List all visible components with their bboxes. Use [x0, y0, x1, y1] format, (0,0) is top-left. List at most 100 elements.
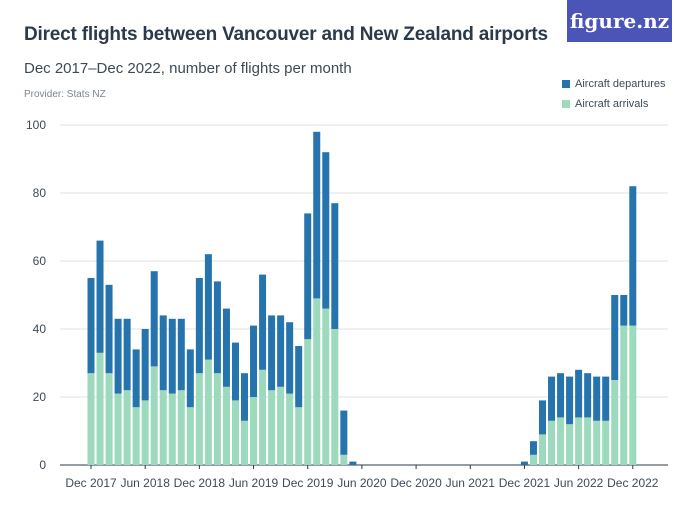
bar-departures	[331, 203, 339, 329]
bar-departures	[222, 308, 230, 387]
bar-arrivals	[231, 400, 239, 465]
x-tick-label: Dec 2019	[282, 476, 334, 490]
bar-arrivals	[213, 373, 221, 465]
bar-departures	[548, 376, 556, 421]
bar-departures	[520, 461, 528, 465]
bar-arrivals	[313, 298, 321, 465]
x-tick-label: Dec 2018	[174, 476, 226, 490]
bar-arrivals	[177, 390, 185, 465]
x-tick-label: Jun 2018	[120, 476, 170, 490]
bar-arrivals	[268, 390, 276, 465]
x-tick-label: Dec 2017	[65, 476, 117, 490]
bar-arrivals	[602, 420, 610, 465]
bar-departures	[340, 410, 348, 455]
bar-arrivals	[123, 390, 131, 465]
bar-departures	[250, 325, 258, 397]
x-tick-label: Dec 2022	[607, 476, 659, 490]
bar-departures	[593, 376, 601, 421]
bar-arrivals	[96, 352, 104, 465]
bar-arrivals	[277, 386, 285, 465]
bar-arrivals	[629, 325, 637, 465]
bar-departures	[529, 441, 537, 455]
bar-arrivals	[259, 369, 267, 465]
x-tick-label: Jun 2019	[229, 476, 279, 490]
bar-departures	[96, 240, 104, 353]
y-tick-label: 20	[33, 390, 47, 404]
bar-departures	[241, 373, 249, 421]
y-tick-label: 0	[39, 458, 46, 472]
bar-arrivals	[557, 417, 565, 465]
legend-label-arrivals: Aircraft arrivals	[575, 98, 649, 110]
bar-departures	[602, 376, 610, 421]
bar-departures	[620, 295, 628, 326]
legend: Aircraft departures Aircraft arrivals	[562, 74, 665, 114]
bar-departures	[268, 315, 276, 391]
bar-departures	[304, 213, 312, 340]
y-tick-label: 60	[33, 254, 47, 268]
bar-departures	[259, 274, 267, 370]
y-tick-label: 80	[33, 186, 47, 200]
bar-departures	[177, 318, 185, 391]
legend-swatch-arrivals	[562, 100, 570, 108]
bar-departures	[539, 400, 546, 435]
bar-arrivals	[168, 393, 176, 465]
bar-departures	[168, 318, 176, 394]
bar-departures	[575, 369, 583, 418]
bar-arrivals	[566, 424, 574, 465]
bar-arrivals	[159, 390, 167, 465]
bar-departures	[611, 295, 619, 380]
legend-swatch-departures	[562, 80, 570, 88]
legend-label-departures: Aircraft departures	[575, 78, 666, 90]
bar-arrivals	[611, 380, 619, 465]
bar-arrivals	[539, 434, 546, 465]
x-tick-label: Dec 2021	[499, 476, 551, 490]
chart-subtitle: Dec 2017–Dec 2022, number of flights per…	[24, 60, 352, 77]
bar-departures	[584, 373, 592, 418]
bar-arrivals	[204, 359, 212, 465]
bar-departures	[566, 376, 574, 425]
bar-arrivals	[584, 417, 592, 465]
x-tick-label: Dec 2020	[390, 476, 442, 490]
bar-arrivals	[141, 400, 149, 465]
legend-item-departures: Aircraft departures	[562, 74, 665, 94]
bar-departures	[629, 186, 637, 326]
bar-arrivals	[286, 393, 294, 465]
bar-arrivals	[195, 373, 203, 465]
y-tick-label: 100	[26, 118, 46, 132]
bar-arrivals	[87, 373, 95, 465]
bar-departures	[105, 284, 113, 374]
figure-nz-logo[interactable]: figure.nz	[567, 0, 672, 42]
bar-arrivals	[340, 454, 348, 465]
bar-departures	[322, 152, 330, 309]
bar-departures	[87, 278, 95, 374]
bar-arrivals	[331, 329, 339, 465]
bar-arrivals	[222, 386, 230, 465]
bar-arrivals	[250, 397, 258, 465]
bar-arrivals	[105, 373, 113, 465]
bar-arrivals	[150, 366, 158, 465]
bar-arrivals	[620, 325, 628, 465]
bar-arrivals	[132, 407, 140, 465]
provider-label: Provider: Stats NZ	[24, 89, 106, 100]
bar-arrivals	[593, 420, 601, 465]
bar-arrivals	[548, 420, 556, 465]
bar-departures	[313, 131, 321, 299]
legend-item-arrivals: Aircraft arrivals	[562, 94, 665, 114]
bar-arrivals	[241, 420, 249, 465]
bar-departures	[213, 281, 221, 374]
bar-departures	[204, 254, 212, 360]
bar-arrivals	[186, 407, 194, 465]
bar-departures	[286, 322, 294, 394]
bar-arrivals	[529, 454, 537, 465]
bar-departures	[114, 318, 122, 394]
chart-title: Direct flights between Vancouver and New…	[24, 24, 548, 45]
bar-departures	[159, 315, 167, 391]
bar-departures	[132, 349, 140, 408]
y-tick-label: 40	[33, 322, 47, 336]
bar-arrivals	[575, 417, 583, 465]
bar-departures	[150, 271, 158, 367]
x-tick-label: Jun 2022	[554, 476, 604, 490]
bar-arrivals	[322, 308, 330, 465]
bar-departures	[295, 346, 303, 408]
